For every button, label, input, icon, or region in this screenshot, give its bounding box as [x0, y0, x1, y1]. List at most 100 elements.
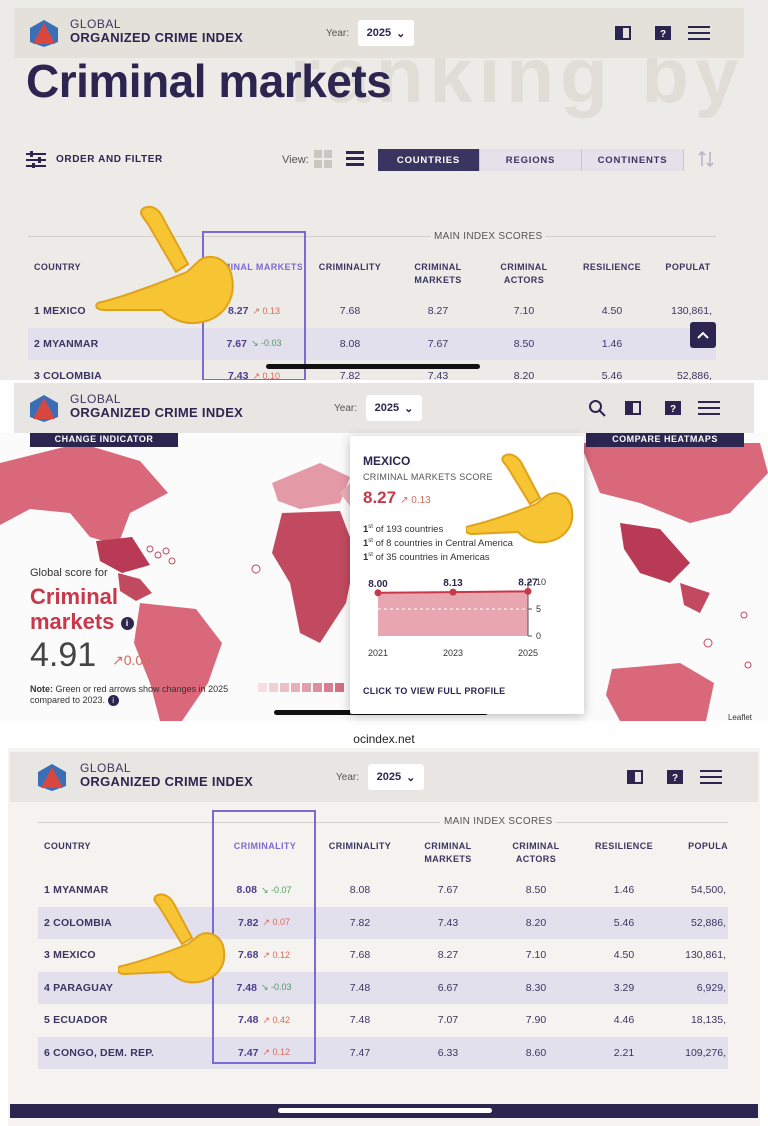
book-icon[interactable] — [624, 766, 646, 788]
help-icon[interactable]: ? — [664, 766, 686, 788]
country-cell[interactable]: 4 PARAGUAY — [44, 981, 114, 994]
country-cell[interactable]: 1 MYANMAR — [44, 884, 109, 896]
column-header-criminal-markets[interactable]: CRIMINAL MARKETS — [414, 262, 462, 285]
global-score-title: Criminal markets i — [30, 584, 170, 634]
table-row[interactable]: 5 ECUADOR 7.48 ↗ 0.42 7.48 7.07 7.90 4.46 18,13… — [38, 1004, 728, 1036]
leaflet-attribution[interactable]: Leaflet — [727, 713, 752, 721]
criminality-cell: 7.82 — [339, 370, 361, 380]
column-header-selected[interactable]: CRIMINAL MARKETS — [206, 262, 302, 272]
hamburger-menu-icon[interactable] — [700, 766, 722, 788]
column-header-criminality[interactable]: CRIMINALITY — [318, 262, 382, 272]
chevron-up-icon — [697, 331, 709, 339]
country-cell[interactable]: 3 MEXICO — [44, 949, 96, 961]
column-header-selected[interactable]: CRIMINALITY — [233, 841, 297, 851]
x-tick-label: 2023 — [443, 648, 463, 658]
year-select[interactable]: 2025 ⌄ — [366, 395, 422, 421]
resilience-cell: 1.46 — [613, 884, 635, 896]
selected-score-cell: 8.08 ↘ -0.07 — [236, 884, 292, 896]
map-note: Note: Green or red arrows show changes i… — [30, 684, 229, 706]
tab-continents[interactable]: CONTINENTS — [582, 149, 684, 171]
selected-score-cell: 7.47 ↗ 0.12 — [238, 1046, 290, 1059]
brand-name: GLOBAL ORGANIZED CRIME INDEX — [70, 17, 244, 45]
resilience-cell: 2.21 — [613, 1046, 635, 1059]
criminal-actors-cell: 8.20 — [513, 370, 535, 380]
list-view-icon[interactable] — [346, 151, 364, 167]
rank-global: 1st of 193 countries — [363, 524, 444, 536]
column-header-resilience[interactable]: RESILIENCE — [594, 841, 653, 851]
country-cell[interactable]: 2 COLOMBIA — [44, 916, 112, 929]
column-header-criminal-markets[interactable]: CRIMINAL MARKETS — [424, 841, 472, 864]
info-icon[interactable]: i — [120, 616, 134, 630]
tab-countries[interactable]: COUNTRIES — [378, 149, 480, 171]
column-header-criminality[interactable]: CRIMINALITY — [328, 841, 392, 851]
grid-view-icon[interactable] — [314, 150, 332, 168]
help-icon[interactable]: ? — [662, 397, 684, 419]
order-and-filter-button[interactable]: ORDER AND FILTER — [26, 150, 163, 168]
column-header-criminal-actors[interactable]: CRIMINAL ACTORS — [512, 841, 560, 864]
table-row[interactable]: 3 MEXICO 7.68 ↗ 0.12 7.68 8.27 7.10 4.50 130,86… — [38, 939, 728, 971]
country-cell[interactable]: 6 CONGO, DEM. REP. — [44, 1046, 155, 1059]
scroll-to-top-button[interactable] — [690, 322, 716, 348]
year-select[interactable]: 2025 ⌄ — [358, 20, 414, 46]
svg-text:?: ? — [660, 29, 666, 40]
criminality-cell: 7.48 — [349, 1014, 371, 1026]
country-cell[interactable]: 2 MYANMAR — [34, 337, 99, 350]
pointing-hand-emoji-icon — [95, 205, 234, 324]
column-header-population[interactable]: POPULA — [688, 841, 728, 851]
book-icon[interactable] — [622, 397, 644, 419]
hamburger-menu-icon[interactable] — [698, 397, 720, 419]
table-row[interactable]: 3 COLOMBIA 7.43 ↗ 0.10 7.82 7.43 8.20 5.46 52,8… — [28, 360, 716, 380]
brand-name: GLOBAL ORGANIZED CRIME INDEX — [70, 392, 244, 420]
year-select[interactable]: 2025 ⌄ — [368, 764, 424, 790]
column-header-criminal-actors[interactable]: CRIMINAL ACTORS — [500, 262, 548, 285]
table-row[interactable]: 2 COLOMBIA 7.82 ↗ 0.07 7.82 7.43 8.20 5.46 52,8… — [38, 906, 728, 939]
x-tick-label: 2025 — [518, 648, 538, 658]
criminality-cell: 7.68 — [339, 305, 361, 317]
criminal-actors-cell: 8.50 — [513, 337, 535, 350]
column-header-resilience[interactable]: RESILIENCE — [582, 262, 641, 272]
country-cell[interactable]: 5 ECUADOR — [44, 1014, 108, 1026]
rank-continent: 1st of 35 countries in Americas — [363, 552, 490, 564]
view-full-profile-link[interactable]: CLICK TO VIEW FULL PROFILE — [363, 686, 506, 696]
table-row[interactable]: 6 CONGO, DEM. REP. 7.47 ↗ 0.12 7.47 6.33 8.60… — [38, 1036, 728, 1069]
criminality-cell: 7.47 — [349, 1046, 371, 1059]
y-tick-label: 0 — [536, 631, 541, 641]
selected-score-cell: 7.82 ↗ 0.07 — [238, 916, 290, 929]
help-icon[interactable]: ? — [652, 22, 674, 44]
criminality-cell: 7.82 — [349, 916, 371, 929]
criminal-markets-cell: 6.67 — [437, 981, 459, 994]
criminal-markets-cell: 6.33 — [437, 1046, 459, 1059]
table-group-header: MAIN INDEX SCORES — [440, 816, 557, 827]
column-header-country[interactable]: COUNTRY — [44, 841, 91, 851]
criminal-markets-cell: 8.27 — [427, 305, 449, 317]
selected-score-cell: 7.68 ↗ 0.12 — [238, 949, 290, 961]
criminal-actors-cell: 8.50 — [525, 884, 547, 896]
criminal-actors-cell: 8.60 — [525, 1046, 547, 1059]
hamburger-menu-icon[interactable] — [688, 22, 710, 44]
search-icon[interactable] — [586, 397, 608, 419]
data-label: 8.13 — [443, 578, 463, 589]
book-icon[interactable] — [612, 22, 634, 44]
table-row[interactable]: 4 PARAGUAY 7.48 ↘ -0.03 7.48 6.67 8.30 3.29 6,9… — [38, 971, 728, 1004]
tab-regions[interactable]: REGIONS — [480, 149, 582, 171]
resilience-cell: 3.29 — [613, 981, 635, 994]
table-row[interactable]: 1 MEXICO 8.27 ↗ 0.13 7.68 8.27 7.10 4.50 130,86… — [28, 295, 716, 327]
oci-logo-icon — [30, 20, 58, 47]
global-score-value: 4.91 — [30, 636, 97, 674]
resilience-cell: 4.50 — [601, 305, 623, 317]
info-icon[interactable]: i — [107, 695, 119, 706]
table-row[interactable]: 1 MYANMAR 8.08 ↘ -0.07 8.08 7.67 8.50 1.46 54,5… — [38, 874, 728, 906]
column-header-population[interactable]: POPULAT — [665, 262, 711, 272]
criminal-markets-cell: 7.07 — [437, 1014, 459, 1026]
criminal-markets-cell: 7.67 — [427, 337, 449, 350]
country-cell[interactable]: 1 MEXICO — [34, 305, 86, 317]
column-header-country[interactable]: COUNTRY — [34, 262, 81, 272]
country-tooltip-card[interactable]: MEXICO CRIMINAL MARKETS SCORE 8.27 ↗ 0.13… — [350, 436, 584, 714]
country-cell[interactable]: 3 COLOMBIA — [34, 370, 102, 380]
y-tick-label: 5 — [536, 604, 541, 614]
page-title: Criminal markets — [26, 55, 392, 107]
selected-score-cell: 7.48 ↘ -0.03 — [236, 981, 292, 994]
sort-icon[interactable] — [698, 150, 714, 168]
criminal-markets-cell: 7.43 — [437, 916, 459, 929]
